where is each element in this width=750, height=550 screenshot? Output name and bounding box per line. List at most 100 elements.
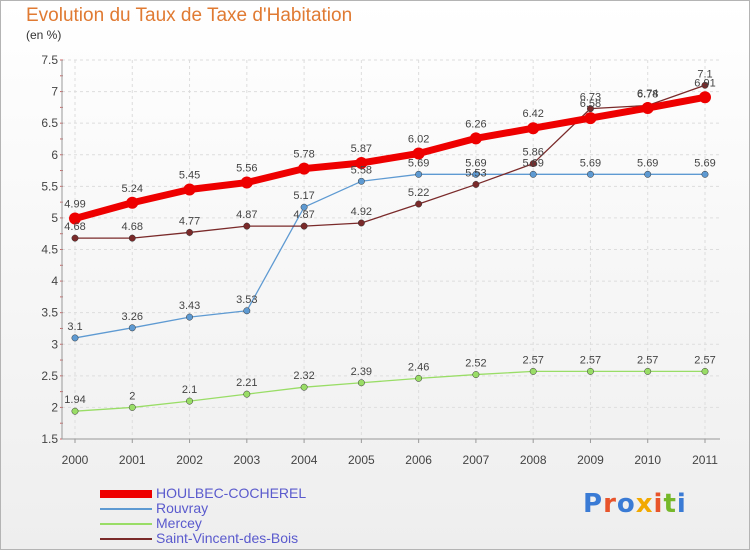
y-tick-label: 7.5 [41, 53, 58, 67]
data-label: 6.73 [580, 92, 601, 104]
series-rouvray-point [300, 203, 308, 211]
logo-letter: P [583, 489, 604, 519]
series-rouvray-point [186, 313, 193, 321]
legend-label: Saint-Vincent-des-Bois [156, 530, 299, 546]
data-label: 7.1 [697, 68, 712, 80]
chart-subtitle: (en %) [26, 28, 62, 42]
x-tick-label: 2003 [233, 453, 260, 467]
series-rouvray-point [415, 170, 423, 178]
series-rouvray-line [74, 173, 706, 339]
y-tick-label: 6.5 [41, 116, 58, 130]
y-tick-label: 7 [51, 85, 58, 99]
data-label: 2.39 [351, 366, 372, 378]
logo-letter: r [603, 489, 617, 519]
series-rouvray-point [701, 170, 709, 178]
series-saint-vincent-des-bois-point [357, 219, 365, 227]
data-label: 3.1 [67, 321, 82, 333]
series-mercey-point [587, 367, 594, 375]
series-houlbec-cocherel-point [641, 102, 654, 115]
series-saint-vincent-des-bois-point [128, 234, 136, 242]
data-label: 2.46 [408, 361, 429, 373]
data-label: 5.69 [637, 157, 658, 169]
series-saint-vincent-des-bois-point [701, 81, 709, 89]
data-label: 6.02 [408, 133, 429, 145]
logo-letter: o [616, 489, 636, 519]
logo-letter: i [676, 489, 687, 519]
series-mercey-point [701, 367, 709, 375]
series-saint-vincent-des-bois-point [472, 180, 480, 188]
data-label: 5.78 [293, 149, 314, 161]
legend-label: Rouvray [156, 500, 209, 516]
data-label: 5.22 [408, 187, 429, 199]
y-tick-label: 5.5 [41, 179, 58, 193]
series-mercey-point [128, 403, 136, 411]
data-label: 2.32 [293, 370, 314, 382]
y-tick-label: 3 [51, 337, 58, 351]
series-houlbec-cocherel-point [355, 156, 368, 169]
series-mercey-point [529, 367, 537, 375]
data-label: 2.57 [694, 354, 715, 366]
series-houlbec-cocherel-line [71, 93, 709, 223]
data-label: 5.17 [293, 190, 314, 202]
x-tick-label: 2002 [176, 453, 203, 467]
x-tick-label: 2010 [634, 453, 661, 467]
series-houlbec-cocherel-point [469, 132, 482, 145]
x-tick-label: 2000 [62, 453, 89, 467]
data-label: 4.68 [64, 221, 85, 233]
x-tick-label: 2009 [577, 453, 604, 467]
logo-letter: x [635, 489, 654, 519]
series-mercey-point [472, 371, 480, 379]
data-label: 5.45 [179, 169, 200, 181]
x-tick-label: 2005 [348, 453, 375, 467]
y-tick-label: 2 [51, 400, 58, 414]
series-houlbec-cocherel-point [126, 196, 139, 209]
series-mercey-point [357, 379, 365, 387]
data-label: 2.57 [580, 354, 601, 366]
data-label: 5.53 [465, 167, 486, 179]
series-rouvray-point [71, 334, 79, 342]
legend-swatch [100, 490, 152, 498]
logo-letter: i [653, 489, 664, 519]
data-label: 5.69 [694, 157, 715, 169]
data-label: 4.87 [293, 209, 314, 221]
data-label: 3.26 [122, 311, 143, 323]
series-rouvray-point [529, 170, 537, 178]
data-label: 2.57 [637, 354, 658, 366]
data-label: 6.91 [694, 77, 715, 89]
y-tick-label: 5 [51, 211, 58, 225]
data-label: 4.92 [351, 206, 372, 218]
legend-label: HOULBEC-COCHEREL [156, 485, 307, 501]
series-saint-vincent-des-bois-point [243, 222, 251, 230]
data-label: 3.43 [179, 300, 200, 312]
data-label: 4.68 [122, 221, 143, 233]
series-saint-vincent-des-bois-point [587, 105, 594, 113]
x-tick-label: 2006 [405, 453, 432, 467]
data-label: 2.21 [236, 377, 257, 389]
series-saint-vincent-des-bois-point [71, 234, 79, 242]
series-mercey-point [300, 383, 308, 391]
series-houlbec-cocherel-point [412, 147, 425, 160]
series-rouvray-point [587, 170, 594, 178]
data-label: 5.69 [522, 157, 543, 169]
data-label: 6.78 [637, 88, 658, 100]
data-label: 5.87 [351, 143, 372, 155]
series-mercey-point [415, 374, 423, 382]
series-houlbec-cocherel-point [298, 162, 311, 175]
series-saint-vincent-des-bois-point [415, 200, 423, 208]
data-label: 4.77 [179, 215, 200, 227]
data-label: 5.69 [408, 157, 429, 169]
y-tick-label: 4 [51, 274, 58, 288]
data-label: 6.74 [637, 88, 658, 100]
data-label: 5.69 [465, 157, 486, 169]
series-houlbec-cocherel-point [183, 183, 196, 196]
series-houlbec-cocherel-point [699, 91, 711, 104]
series-mercey-point [71, 407, 79, 415]
data-label: 6.42 [522, 108, 543, 120]
series-rouvray-point [644, 170, 652, 178]
y-tick-label: 6 [51, 148, 58, 162]
y-tick-label: 2.5 [41, 369, 58, 383]
x-tick-label: 2007 [463, 453, 490, 467]
data-label: 2.52 [465, 358, 486, 370]
legend-swatch [100, 538, 152, 540]
